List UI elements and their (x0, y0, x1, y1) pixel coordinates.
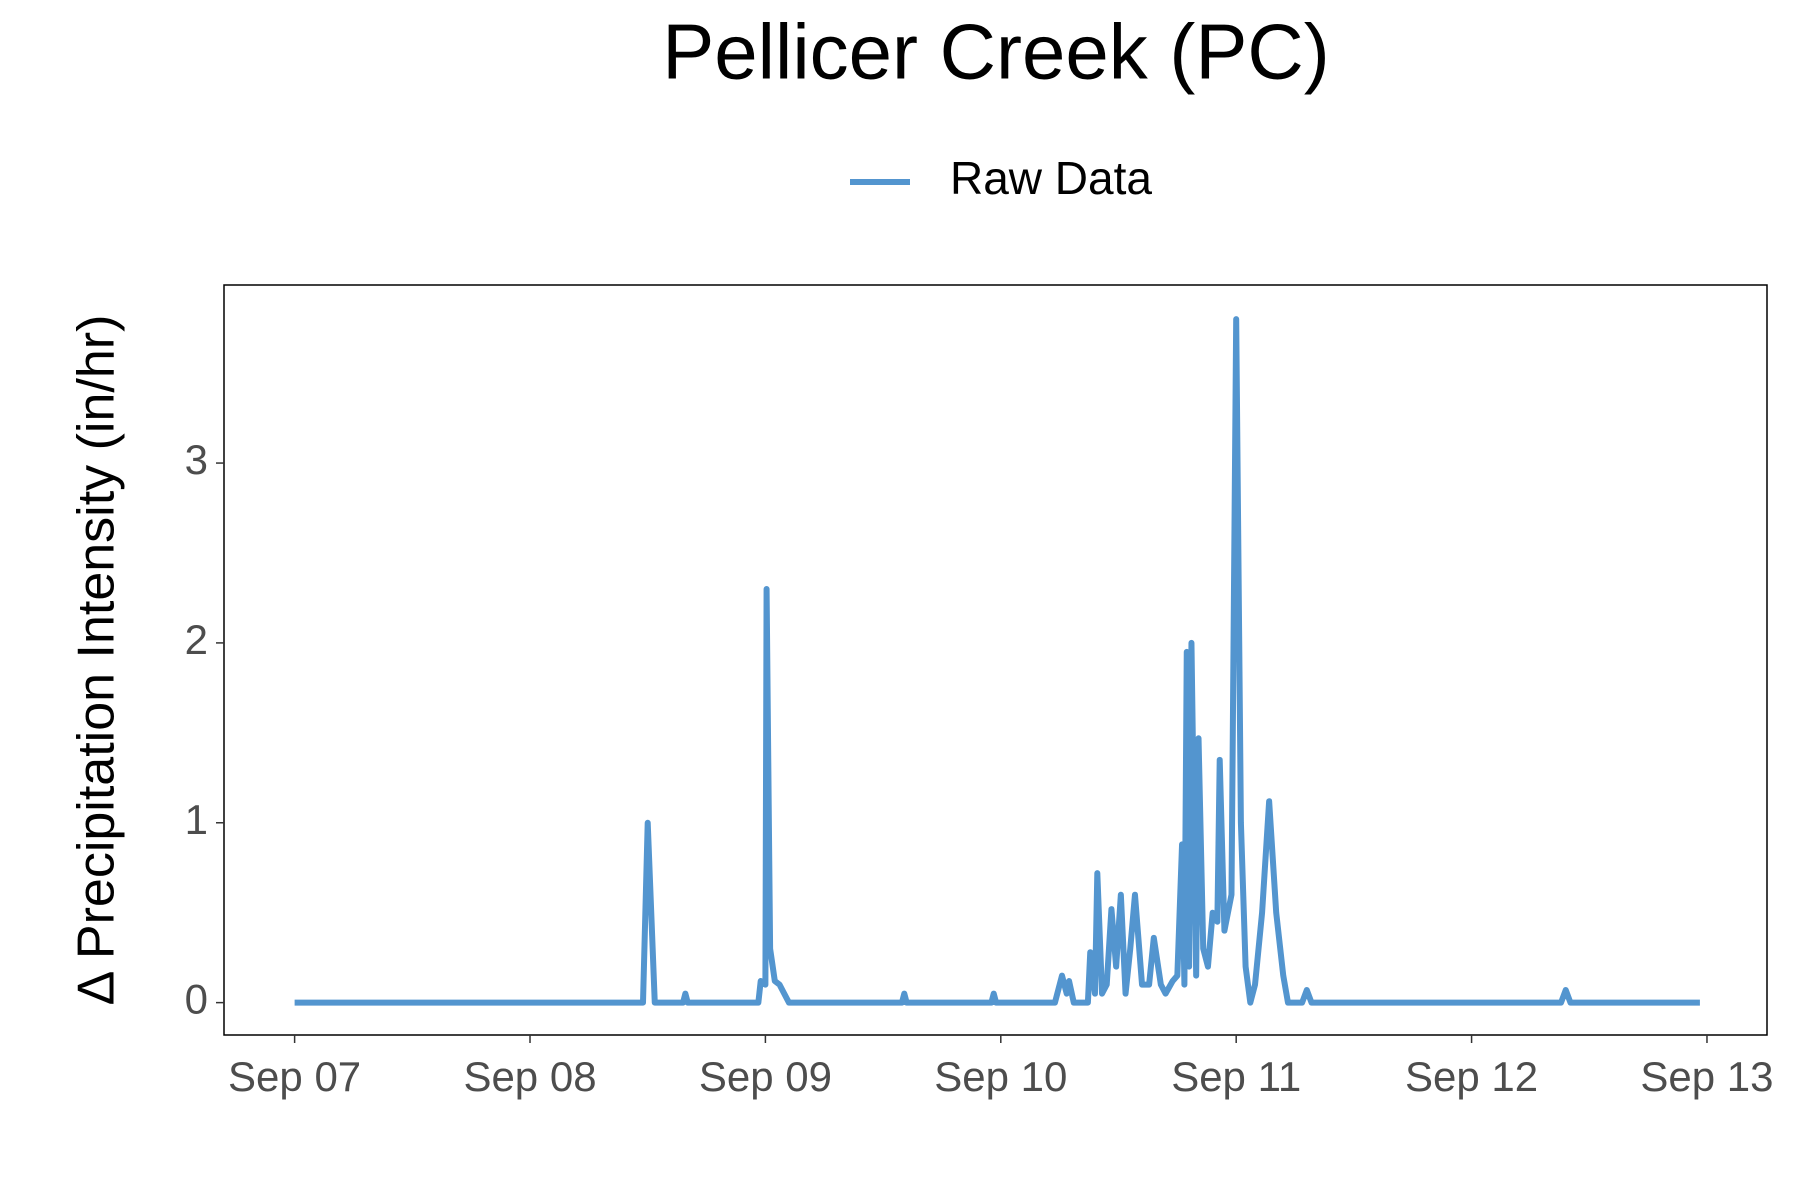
x-tick-label: Sep 12 (1405, 1053, 1538, 1100)
legend-label: Raw Data (950, 152, 1152, 204)
data-line (294, 316, 1700, 1006)
x-tick-label: Sep 11 (1171, 1053, 1301, 1100)
y-tick-label: 1 (185, 796, 208, 843)
x-tick-label: Sep 08 (463, 1053, 596, 1100)
chart-title: Pellicer Creek (PC) (662, 8, 1329, 96)
x-tick-label: Sep 09 (699, 1053, 832, 1100)
x-tick-label: Sep 13 (1640, 1053, 1773, 1100)
y-tick-label: 0 (185, 976, 208, 1023)
y-tick-label: 3 (185, 436, 208, 483)
x-tick-label: Sep 07 (228, 1053, 361, 1100)
x-tick-label: Sep 10 (934, 1053, 1067, 1100)
y-tick-label: 2 (185, 616, 208, 663)
y-axis-label: Δ Precipitation Intensity (in/hr) (68, 315, 126, 1006)
plot-frame (223, 284, 1768, 1036)
